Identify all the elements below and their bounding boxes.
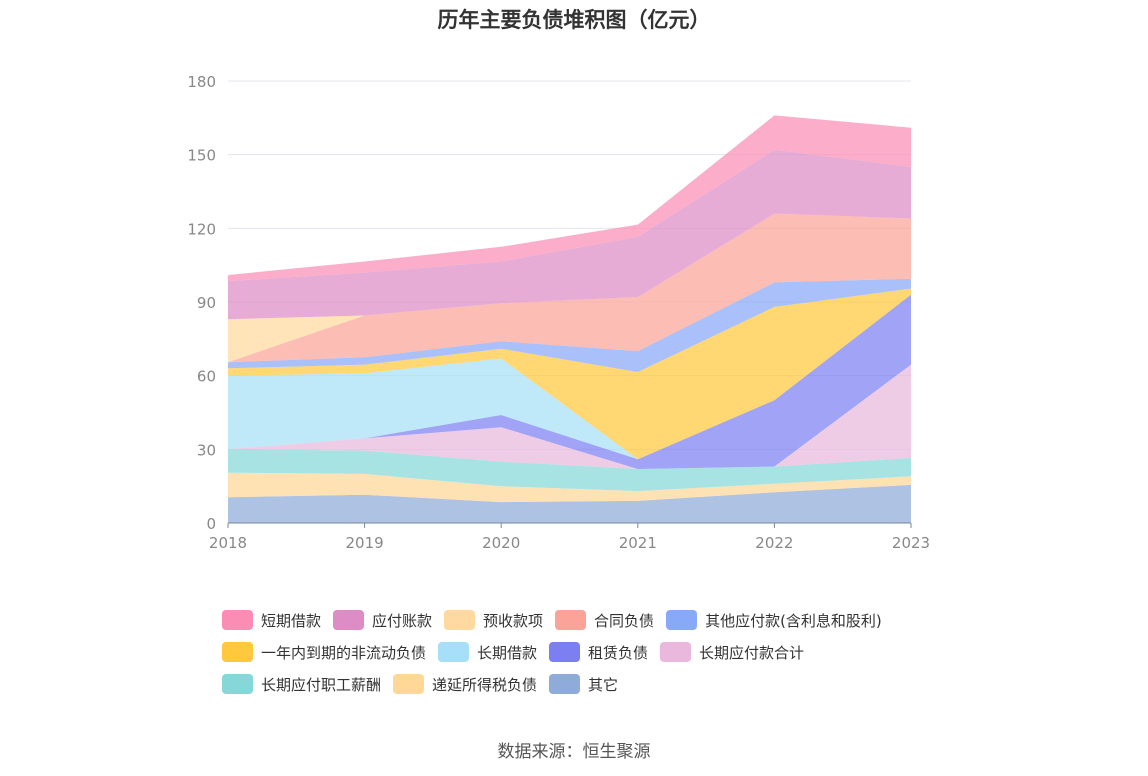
legend-swatch	[222, 674, 253, 694]
axes: 0 30 60 90 120 150 180 2018 2019 2020 2021 2022 2023	[187, 73, 930, 552]
x-tick-label: 2019	[346, 534, 384, 552]
legend-swatch	[444, 610, 476, 630]
legend-label: 长期应付款合计	[699, 643, 805, 662]
legend-label: 其它	[588, 675, 619, 694]
area-series-0[interactable]	[228, 484, 911, 523]
y-tick-label: 60	[197, 368, 216, 386]
y-tick-label: 180	[187, 73, 216, 91]
legend-item[interactable]: 长期应付款合计	[660, 642, 804, 663]
y-tick-label: 120	[187, 220, 216, 238]
legend-item[interactable]: 长期应付职工薪酬	[222, 674, 381, 695]
area-series-6[interactable]	[228, 288, 911, 460]
area-series-4[interactable]	[228, 294, 911, 469]
legend-item[interactable]: 合同负债	[555, 610, 654, 631]
x-tick-label: 2022	[755, 534, 793, 552]
area-series-7[interactable]	[228, 278, 911, 372]
legend-swatch	[549, 674, 581, 694]
legend-swatch	[333, 610, 365, 630]
legend-label: 合同负债	[594, 611, 655, 630]
legend-label: 长期借款	[477, 643, 538, 662]
y-tick-label: 150	[187, 147, 216, 165]
chart-legend: 短期借款 应付账款 预收款项 合同负债 其他应付款(含利息和股利) 一年内到期的非流动负债…	[222, 604, 982, 700]
legend-swatch	[393, 674, 425, 694]
legend-swatch	[660, 642, 692, 662]
legend-label: 其他应付款(含利息和股利)	[705, 611, 882, 630]
legend-item[interactable]: 预收款项	[444, 610, 543, 631]
legend-swatch	[666, 610, 698, 630]
area-series-11[interactable]	[228, 115, 911, 282]
area-series-8[interactable]	[228, 213, 911, 363]
legend-item[interactable]: 递延所得税负债	[393, 674, 537, 695]
legend-label: 递延所得税负债	[432, 675, 538, 694]
stacked-area-chart: 0 30 60 90 120 150 180 2018 2019 2020 2021 2022 2023	[187, 73, 930, 552]
area-series-2[interactable]	[228, 449, 911, 492]
legend-item[interactable]: 短期借款	[222, 610, 321, 631]
x-tick-label: 2023	[892, 534, 930, 552]
y-tick-label: 30	[197, 441, 216, 459]
legend-label: 应付账款	[372, 611, 433, 630]
data-source-note: 数据来源：恒生聚源	[497, 742, 651, 762]
chart-title: 历年主要负债堆积图（亿元）	[437, 8, 711, 32]
legend-swatch	[555, 610, 587, 630]
legend-row: 短期借款 应付账款 预收款项 合同负债 其他应付款(含利息和股利)	[222, 604, 982, 636]
legend-swatch	[222, 610, 253, 630]
area-series-5[interactable]	[228, 294, 911, 460]
legend-swatch	[438, 642, 470, 662]
x-tick-label: 2020	[482, 534, 520, 552]
y-tick-label: 90	[197, 294, 216, 312]
area-series-3[interactable]	[228, 364, 911, 469]
legend-item[interactable]: 长期借款	[438, 642, 537, 663]
x-tick-label: 2021	[619, 534, 657, 552]
legend-swatch	[222, 642, 253, 662]
legend-label: 租赁负债	[588, 643, 649, 662]
area-series	[228, 115, 911, 523]
legend-item[interactable]: 一年内到期的非流动负债	[222, 642, 426, 663]
area-series-10[interactable]	[228, 149, 911, 320]
area-series-1[interactable]	[228, 472, 911, 503]
legend-label: 短期借款	[261, 611, 322, 630]
legend-item[interactable]: 其他应付款(含利息和股利)	[666, 610, 882, 631]
y-tick-label: 0	[206, 515, 216, 533]
legend-label: 预收款项	[483, 611, 544, 630]
legend-row: 长期应付职工薪酬 递延所得税负债 其它	[222, 668, 982, 700]
legend-item[interactable]: 租赁负债	[549, 642, 648, 663]
legend-label: 长期应付职工薪酬	[261, 675, 382, 694]
legend-item[interactable]: 应付账款	[333, 610, 432, 631]
legend-item[interactable]: 其它	[549, 674, 618, 695]
legend-label: 一年内到期的非流动负债	[261, 643, 427, 662]
legend-swatch	[549, 642, 581, 662]
legend-row: 一年内到期的非流动负债 长期借款 租赁负债 长期应付款合计	[222, 636, 982, 668]
x-tick-label: 2018	[209, 534, 247, 552]
